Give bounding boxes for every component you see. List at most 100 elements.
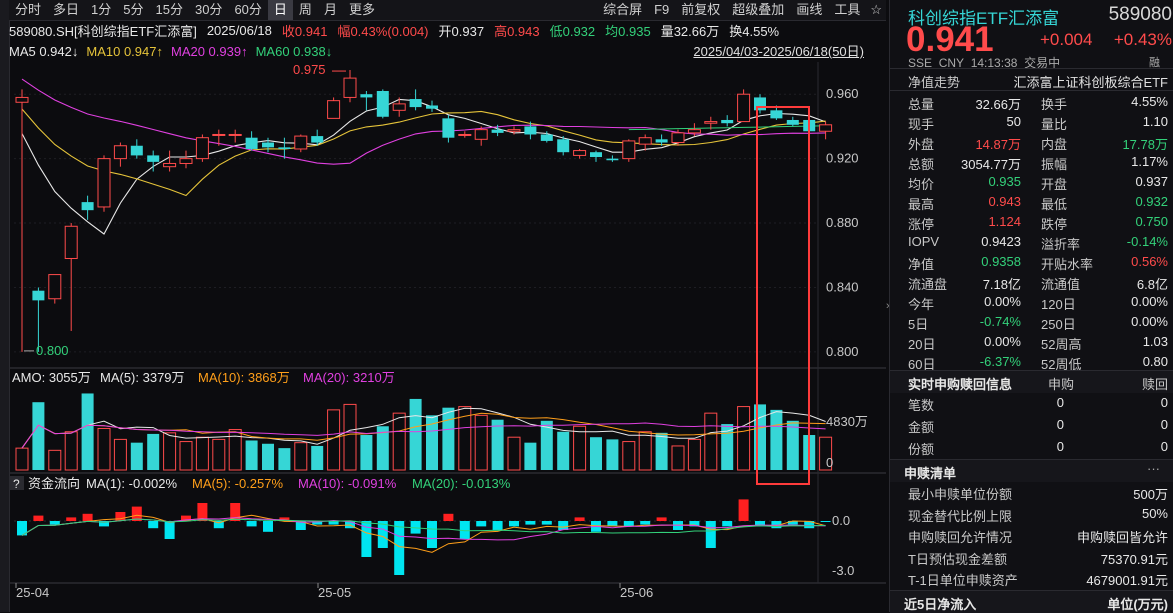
amo-ma5-line	[21, 407, 826, 449]
flow-bar	[459, 521, 470, 539]
flow-bar	[820, 521, 831, 522]
price-axis-label: 0.800	[826, 344, 859, 359]
flow-bar	[525, 521, 536, 525]
stat-value: 1.124	[988, 214, 1021, 229]
flow-bar	[181, 515, 191, 521]
stat-value: -6.37%	[979, 354, 1021, 369]
amo-axis-label: 0	[826, 455, 833, 470]
amo-bar	[573, 425, 587, 471]
flow-bar	[410, 521, 421, 534]
flow-bar	[689, 521, 700, 527]
stat-value: 6.8亿	[1136, 277, 1168, 292]
candle-body	[376, 90, 389, 117]
candle-body	[638, 137, 652, 145]
candle-body	[491, 129, 504, 133]
ma20-legend: MA20 0.939↑	[170, 43, 248, 59]
tool-button[interactable]: 综合屏	[603, 2, 643, 17]
tool-button[interactable]: 超级叠加	[732, 2, 785, 17]
creation-list-row: T-1日单位申赎资产 4679001.91元	[890, 567, 1173, 588]
amo-bar	[803, 435, 816, 470]
flow-bar	[230, 503, 241, 521]
candle-body	[130, 145, 143, 156]
tool-button[interactable]: 画线	[796, 2, 823, 17]
stat-value: 0.9358	[981, 254, 1021, 269]
stat-label: 振幅	[1041, 157, 1068, 172]
period-tab[interactable]: 更多	[348, 2, 375, 17]
exchange: SSE	[908, 56, 933, 70]
stat-label: 开盘	[1041, 177, 1068, 192]
amo-axis-label: 4830万	[826, 414, 868, 429]
candle-body	[557, 139, 570, 153]
period-tab[interactable]: 1分	[91, 2, 112, 17]
code-name: 589080.SH[科创综指ETF汇添富]	[9, 24, 197, 39]
period-tab[interactable]: 30分	[194, 2, 223, 17]
help-icon: ?	[13, 477, 20, 491]
date-axis-label: 25-05	[318, 585, 351, 600]
stat-value: 3054.77万	[961, 157, 1021, 172]
stat-label: T日预估现金差额	[908, 551, 1007, 567]
subscription-row: 份额 0 0	[890, 436, 1173, 457]
amo-bar	[426, 415, 438, 470]
stat-row: 净值 0.9358 开贴水率 0.56%	[890, 251, 1173, 272]
stat-row: 均价 0.935 开盘 0.937	[890, 171, 1173, 192]
nav-trend-link[interactable]: 净值走势	[908, 75, 961, 90]
stat-label: 52周低	[1041, 357, 1082, 372]
tool-button[interactable]: 前复权	[681, 2, 721, 17]
star-icon[interactable]: ☆	[870, 2, 882, 17]
stat-row: 总额 3054.77万 振幅 1.17%	[890, 151, 1173, 172]
period-tab[interactable]: 5分	[123, 2, 144, 17]
date-range[interactable]: 2025/04/03-2025/06/18(50日)	[693, 44, 864, 59]
amo-bar	[311, 445, 324, 470]
fund-title: 科创综指ETF汇添富	[908, 9, 1060, 28]
period-tab[interactable]: 多日	[53, 2, 80, 17]
flow-bar	[591, 521, 601, 532]
candle-body	[195, 137, 209, 160]
candle-body	[770, 110, 783, 119]
more-icon[interactable]: ···	[1147, 461, 1160, 476]
stat-label: 今年	[908, 297, 935, 312]
flow-bar	[640, 521, 651, 525]
creation-list-row: T日预估现金差额 75370.91元	[890, 546, 1173, 567]
stat-label: 流通盘	[908, 277, 948, 292]
period-tab[interactable]: 60分	[234, 2, 262, 17]
tool-button[interactable]: F9	[654, 2, 670, 17]
stat-value: 0.00%	[984, 334, 1021, 349]
ma60-legend: MA60 0.938↓	[255, 43, 333, 59]
period-tab[interactable]: 月	[323, 2, 337, 17]
stat-value: 0	[1160, 439, 1168, 454]
kline-chart[interactable]: 0.960 0.920 0.880 0.840 0.800 0.975 0.800 AMO: …	[0, 0, 886, 612]
amo-bar	[622, 441, 636, 471]
tool-button[interactable]: 工具	[834, 2, 861, 17]
candle-body	[147, 155, 160, 162]
stat-label: 60日	[908, 357, 936, 372]
candle-body	[228, 133, 242, 136]
amo-bar	[491, 419, 504, 470]
stat-value: 0	[1160, 395, 1168, 410]
stat-value: 500万	[1133, 487, 1168, 502]
period-tab[interactable]: 分时	[15, 2, 42, 17]
price-axis-label: 0.960	[826, 86, 859, 101]
flow-bar	[246, 521, 257, 527]
amo-bar	[540, 420, 553, 470]
period-tab[interactable]: 周	[298, 2, 312, 17]
candle-body	[540, 134, 553, 141]
stat-value: -0.14%	[1126, 234, 1168, 249]
stat-label: 最小申赎单位份额	[908, 487, 1013, 502]
high-label: 0.975	[293, 62, 326, 77]
amo-legend: AMO: 3055万	[12, 370, 91, 385]
low-value: 低0.932	[549, 24, 596, 39]
stat-label: 溢折率	[1041, 237, 1081, 252]
stat-label: 流通值	[1041, 277, 1081, 292]
flow-bar	[361, 521, 372, 557]
period-tab[interactable]: 日	[267, 0, 293, 20]
candle-body	[163, 162, 177, 168]
stat-value: 申购赎回皆允许	[1076, 530, 1168, 545]
stat-row: 外盘 14.87万 内盘 17.78万	[890, 131, 1173, 152]
flow-bar	[623, 521, 634, 527]
redemption-header: 赎回	[1141, 377, 1168, 392]
quote-stats: 总量 32.66万 换手 4.55% 现手 50 量比 1.10 外盘 14.87万…	[890, 90, 1173, 372]
flow-bar	[295, 521, 306, 530]
period-tab[interactable]: 15分	[155, 2, 183, 17]
stat-label: 现金替代比例上限	[908, 508, 1013, 524]
amo-bar	[474, 414, 488, 471]
